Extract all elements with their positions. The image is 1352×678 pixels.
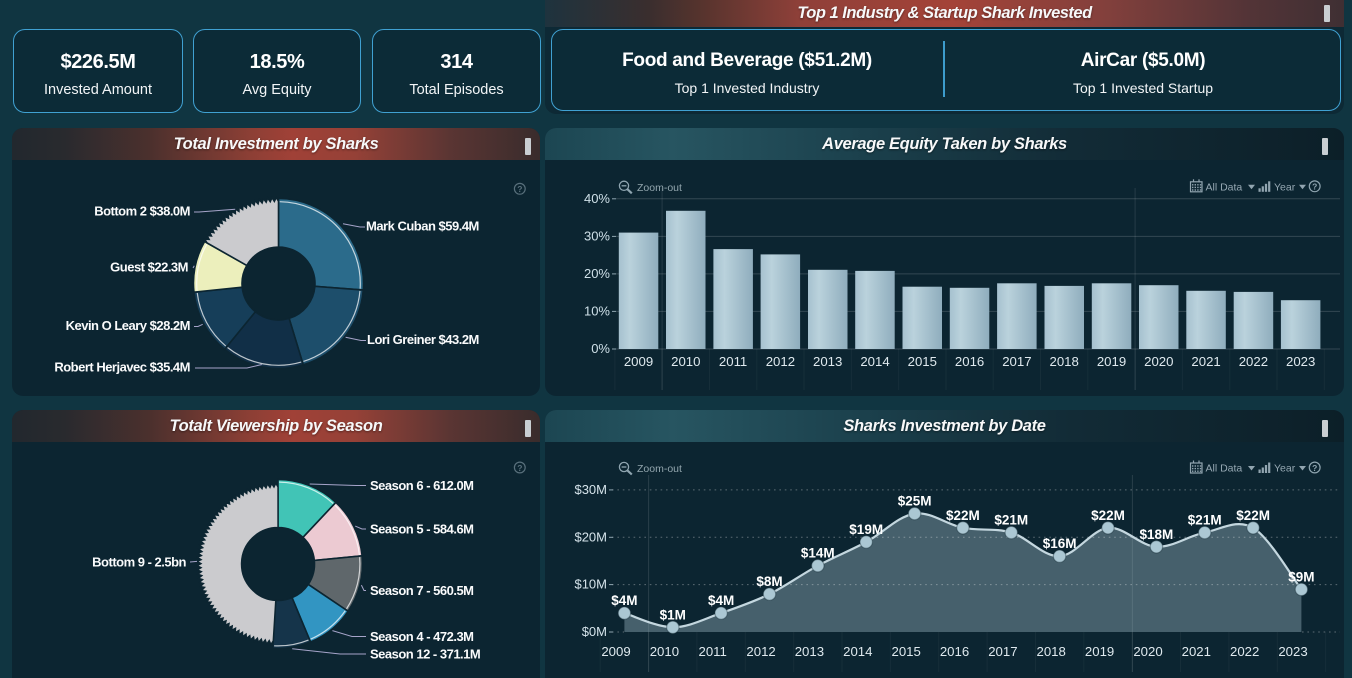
svg-text:0%: 0% <box>591 341 610 356</box>
svg-text:2022: 2022 <box>1239 354 1268 369</box>
svg-text:Season 7 - 560.5M: Season 7 - 560.5M <box>370 583 474 598</box>
svg-text:Season 12 - 371.1M: Season 12 - 371.1M <box>370 647 480 662</box>
svg-text:2014: 2014 <box>860 354 889 369</box>
svg-text:2013: 2013 <box>813 354 842 369</box>
svg-text:2019: 2019 <box>1085 644 1114 659</box>
svg-text:2015: 2015 <box>892 644 921 659</box>
svg-text:2020: 2020 <box>1144 354 1173 369</box>
svg-text:2010: 2010 <box>650 644 679 659</box>
svg-text:Year: Year <box>1274 181 1296 193</box>
svg-text:2015: 2015 <box>908 354 937 369</box>
svg-text:$1M: $1M <box>660 607 686 622</box>
svg-text:Bottom 2 $38.0M: Bottom 2 $38.0M <box>94 204 190 219</box>
svg-text:?: ? <box>517 184 522 194</box>
svg-text:Kevin O Leary $28.2M: Kevin O Leary $28.2M <box>66 318 190 333</box>
svg-text:Guest $22.3M: Guest $22.3M <box>110 260 188 275</box>
svg-text:2009: 2009 <box>601 644 630 659</box>
svg-text:?: ? <box>517 463 522 473</box>
svg-text:2011: 2011 <box>719 354 747 369</box>
svg-text:2019: 2019 <box>1097 354 1126 369</box>
svg-text:2013: 2013 <box>795 644 824 659</box>
svg-text:$25M: $25M <box>898 494 932 509</box>
svg-text:Season 4 - 472.3M: Season 4 - 472.3M <box>370 629 474 644</box>
svg-text:$4M: $4M <box>611 593 637 608</box>
svg-text:2016: 2016 <box>940 644 969 659</box>
svg-text:2018: 2018 <box>1037 644 1066 659</box>
svg-text:30%: 30% <box>584 228 610 243</box>
svg-text:All Data: All Data <box>1206 463 1243 475</box>
svg-text:All Data: All Data <box>1206 181 1243 193</box>
svg-text:$22M: $22M <box>946 508 980 523</box>
svg-text:2011: 2011 <box>699 644 727 659</box>
svg-text:$9M: $9M <box>1288 569 1314 584</box>
svg-text:Bottom 9 - 2.5bn: Bottom 9 - 2.5bn <box>92 555 186 570</box>
svg-text:$10M: $10M <box>574 577 607 592</box>
svg-text:2021: 2021 <box>1182 644 1211 659</box>
svg-text:2012: 2012 <box>766 354 795 369</box>
svg-text:Zoom-out: Zoom-out <box>637 463 682 475</box>
svg-text:$18M: $18M <box>1140 527 1174 542</box>
svg-text:Season 5 - 584.6M: Season 5 - 584.6M <box>370 522 474 537</box>
svg-text:$14M: $14M <box>801 546 835 561</box>
svg-text:2017: 2017 <box>1002 354 1031 369</box>
svg-text:$20M: $20M <box>574 529 607 544</box>
svg-text:$8M: $8M <box>756 574 782 589</box>
svg-text:2012: 2012 <box>746 644 775 659</box>
svg-text:2014: 2014 <box>843 644 872 659</box>
svg-text:Season 6 - 612.0M: Season 6 - 612.0M <box>370 478 474 493</box>
svg-text:$22M: $22M <box>1091 508 1125 523</box>
svg-text:2023: 2023 <box>1286 354 1315 369</box>
svg-text:2023: 2023 <box>1278 644 1307 659</box>
svg-text:$16M: $16M <box>1043 536 1077 551</box>
svg-text:10%: 10% <box>584 303 610 318</box>
svg-text:2022: 2022 <box>1230 644 1259 659</box>
svg-text:$4M: $4M <box>708 593 734 608</box>
svg-text:$30M: $30M <box>574 482 607 497</box>
svg-text:2018: 2018 <box>1050 354 1079 369</box>
svg-text:?: ? <box>1312 182 1317 192</box>
svg-text:Year: Year <box>1274 463 1296 475</box>
svg-text:Robert Herjavec $35.4M: Robert Herjavec $35.4M <box>54 360 190 375</box>
svg-text:2017: 2017 <box>988 644 1017 659</box>
svg-text:20%: 20% <box>584 266 610 281</box>
svg-text:Mark Cuban $59.4M: Mark Cuban $59.4M <box>366 219 479 234</box>
svg-text:Lori Greiner $43.2M: Lori Greiner $43.2M <box>367 332 479 347</box>
svg-text:Zoom-out: Zoom-out <box>637 182 682 194</box>
svg-text:2021: 2021 <box>1191 354 1220 369</box>
svg-text:2009: 2009 <box>624 354 653 369</box>
svg-text:2020: 2020 <box>1133 644 1162 659</box>
svg-text:2010: 2010 <box>671 354 700 369</box>
svg-text:$0M: $0M <box>582 624 607 639</box>
svg-text:$21M: $21M <box>1188 513 1222 528</box>
svg-text:?: ? <box>1312 463 1317 473</box>
svg-text:2016: 2016 <box>955 354 984 369</box>
svg-text:$22M: $22M <box>1236 508 1270 523</box>
svg-text:$19M: $19M <box>849 522 883 537</box>
svg-text:40%: 40% <box>584 191 610 206</box>
svg-text:$21M: $21M <box>994 513 1028 528</box>
